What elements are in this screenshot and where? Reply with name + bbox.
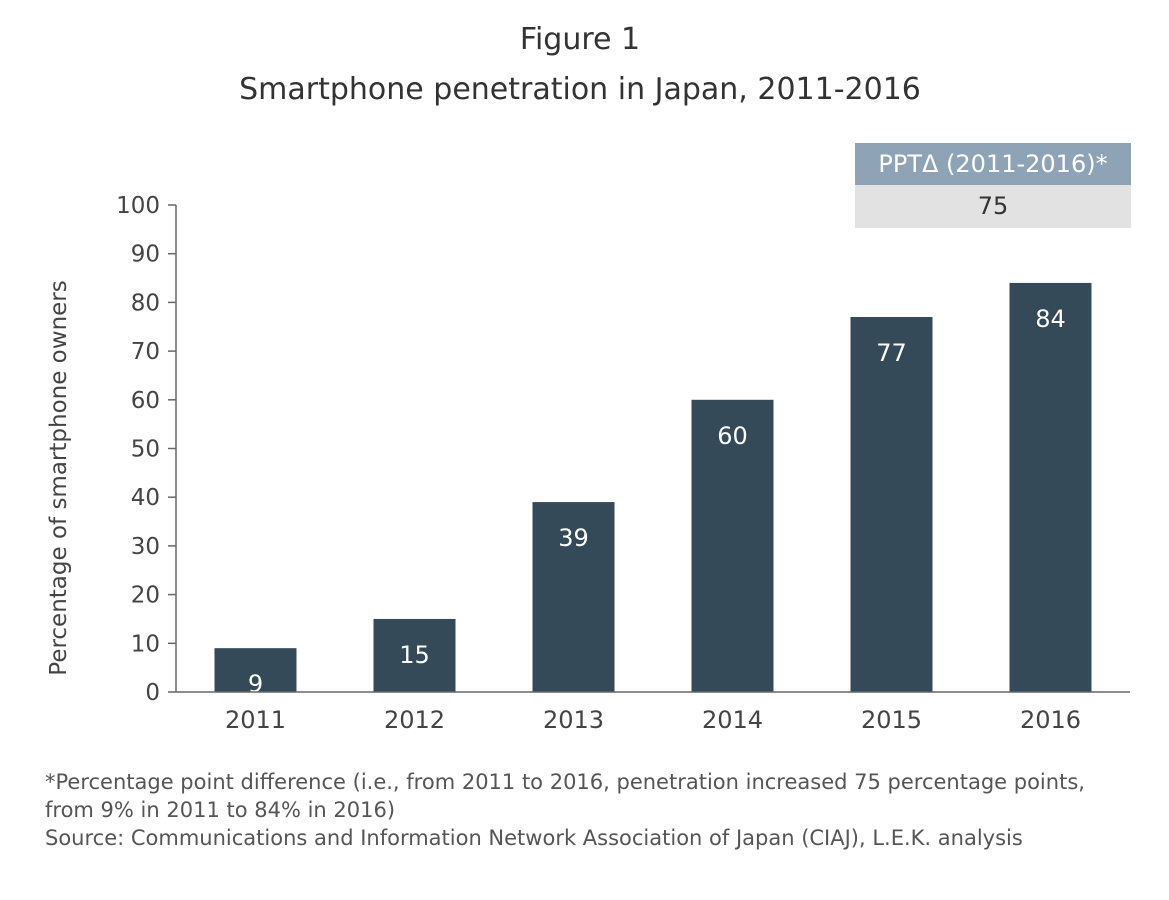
bars: 9 15 39 60 77 84: [214, 282, 1092, 698]
bar-2016: [1009, 282, 1092, 692]
figure-label: Figure 1: [519, 22, 641, 57]
y-tick-label: 90: [131, 242, 160, 268]
bar-2013: [532, 502, 615, 692]
y-tick-label: 100: [116, 193, 160, 219]
footnotes: *Percentage point difference (i.e., from…: [45, 768, 1145, 852]
y-tick-label: 50: [131, 437, 160, 463]
y-tick-label: 60: [131, 388, 160, 414]
data-label-2012: 15: [399, 641, 430, 669]
footnote-line-2: from 9% in 2011 to 84% in 2016): [45, 798, 396, 822]
data-label-2015: 77: [876, 339, 907, 367]
bar-chart: Percentage of smartphone owners 0 10 20 30 4…: [46, 193, 1130, 734]
ppt-delta-header: PPTΔ (2011-2016)*: [855, 143, 1131, 185]
x-axis-ticks: 2011 2012 2013 2014 2015 2016: [225, 706, 1081, 734]
x-tick-label-2013: 2013: [543, 706, 604, 734]
y-tick-label: 30: [131, 534, 160, 560]
source-note: Source: Communications and Information N…: [45, 826, 1023, 850]
y-tick-label: 40: [131, 485, 160, 511]
ppt-delta-value: 75: [855, 185, 1131, 228]
x-tick-label-2011: 2011: [225, 706, 286, 734]
y-axis-ticks: 0 10 20 30 40 50 60 70 80 90 100: [116, 193, 176, 706]
data-label-2013: 39: [558, 524, 589, 552]
ppt-delta-box: PPTΔ (2011-2016)* 75: [855, 143, 1131, 228]
data-label-2011: 9: [248, 670, 263, 698]
footnote-line-1: *Percentage point difference (i.e., from…: [45, 770, 1085, 794]
x-tick-label-2014: 2014: [702, 706, 763, 734]
bar-2012: [373, 618, 456, 692]
y-axis-label: Percentage of smartphone owners: [46, 280, 72, 675]
x-tick-label-2015: 2015: [861, 706, 922, 734]
x-tick-label-2012: 2012: [384, 706, 445, 734]
bar-2014: [691, 399, 774, 692]
y-tick-label: 20: [131, 583, 160, 609]
data-label-2014: 60: [717, 422, 748, 450]
y-tick-label: 80: [131, 290, 160, 316]
y-tick-label: 70: [131, 339, 160, 365]
bar-2015: [850, 317, 933, 692]
y-tick-label: 0: [145, 680, 160, 706]
chart-title: Smartphone penetration in Japan, 2011-20…: [239, 72, 921, 107]
x-tick-label-2016: 2016: [1020, 706, 1081, 734]
bar-2011: [214, 648, 297, 692]
y-tick-label: 10: [131, 631, 160, 657]
data-label-2016: 84: [1035, 305, 1066, 333]
